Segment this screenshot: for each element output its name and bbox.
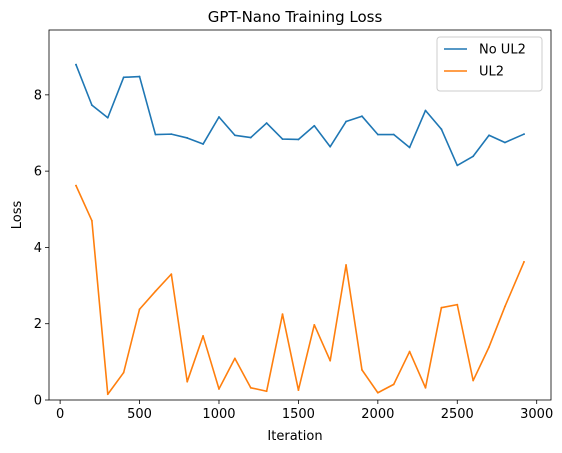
data-point-no-ul2: [154, 133, 157, 136]
data-point-no-ul2: [170, 133, 173, 136]
data-point-no-ul2: [233, 134, 236, 137]
data-point-ul2: [75, 184, 77, 187]
data-point-no-ul2: [345, 120, 347, 123]
data-point-no-ul2: [440, 128, 443, 131]
x-axis: 0 500 1000 1500 2000 2500 3000: [56, 400, 553, 422]
data-point-ul2: [106, 393, 109, 396]
data-point-ul2: [281, 313, 284, 316]
data-point-ul2: [440, 306, 443, 309]
data-point-no-ul2: [488, 134, 490, 137]
x-tick-label: 2500: [441, 407, 474, 422]
data-point-ul2: [265, 390, 268, 393]
data-point-no-ul2: [106, 116, 109, 119]
data-point-no-ul2: [218, 116, 220, 118]
data-point-no-ul2: [361, 115, 363, 118]
data-point-ul2: [313, 323, 316, 326]
data-point-ul2: [408, 350, 411, 353]
legend-label: No UL2: [479, 43, 526, 58]
data-point-ul2: [249, 386, 252, 389]
x-axis-label: Iteration: [267, 429, 322, 444]
data-point-ul2: [523, 261, 525, 263]
data-point-ul2: [154, 290, 157, 293]
data-point-no-ul2: [202, 143, 204, 145]
data-point-ul2: [456, 303, 459, 306]
data-point-ul2: [361, 368, 363, 371]
y-axis: 0 2 4 6 8: [34, 88, 49, 409]
data-point-ul2: [90, 219, 93, 222]
data-point-no-ul2: [523, 133, 525, 136]
data-point-no-ul2: [249, 136, 252, 139]
data-point-ul2: [138, 308, 141, 311]
data-point-no-ul2: [138, 75, 141, 78]
legend-box: [436, 36, 543, 92]
x-tick-label: 500: [127, 407, 152, 422]
y-axis-label: Loss: [10, 201, 25, 230]
data-point-no-ul2: [408, 146, 411, 149]
data-point-ul2: [218, 388, 220, 390]
data-point-ul2: [488, 346, 490, 348]
x-tick-label: 3000: [520, 407, 553, 422]
data-point-no-ul2: [456, 164, 459, 167]
x-tick-label: 2000: [361, 407, 394, 422]
data-point-ul2: [392, 383, 395, 386]
data-point-ul2: [504, 305, 506, 308]
data-point-ul2: [329, 359, 332, 362]
y-tick-label: 4: [34, 241, 42, 256]
data-point-no-ul2: [376, 133, 379, 136]
chart-title: GPT-Nano Training Loss: [208, 8, 383, 26]
data-point-ul2: [424, 386, 427, 389]
data-point-ul2: [233, 357, 236, 360]
data-point-no-ul2: [392, 133, 395, 136]
y-tick-label: 2: [34, 317, 42, 332]
data-point-ul2: [345, 264, 347, 266]
data-point-no-ul2: [122, 76, 125, 79]
y-tick-label: 0: [34, 394, 42, 409]
x-tick-label: 1000: [202, 407, 235, 422]
data-point-ul2: [376, 391, 379, 394]
data-point-no-ul2: [504, 141, 506, 144]
data-point-ul2: [202, 335, 204, 337]
data-point-ul2: [122, 371, 125, 374]
legend: No UL2 UL2: [436, 36, 543, 92]
series-layer: [74, 63, 526, 396]
legend-label: UL2: [479, 65, 504, 80]
x-tick-label: 0: [56, 407, 64, 422]
data-point-no-ul2: [313, 124, 316, 127]
data-point-no-ul2: [186, 137, 189, 139]
data-point-no-ul2: [329, 145, 332, 148]
plot-area: 0 500 1000 1500 2000 2500 3000 0 2 4 6 8: [34, 29, 553, 422]
data-point-no-ul2: [281, 138, 284, 140]
data-point-no-ul2: [90, 104, 93, 107]
data-point-ul2: [297, 389, 300, 391]
data-point-ul2: [186, 380, 189, 383]
y-tick-label: 6: [34, 165, 42, 180]
data-point-no-ul2: [265, 122, 268, 124]
data-point-no-ul2: [472, 155, 475, 158]
data-point-no-ul2: [75, 63, 77, 66]
data-point-no-ul2: [424, 109, 427, 112]
data-point-no-ul2: [297, 138, 300, 141]
y-tick-label: 8: [34, 88, 42, 103]
x-tick-label: 1500: [282, 407, 315, 422]
data-point-ul2: [170, 273, 173, 276]
data-point-ul2: [472, 379, 475, 382]
